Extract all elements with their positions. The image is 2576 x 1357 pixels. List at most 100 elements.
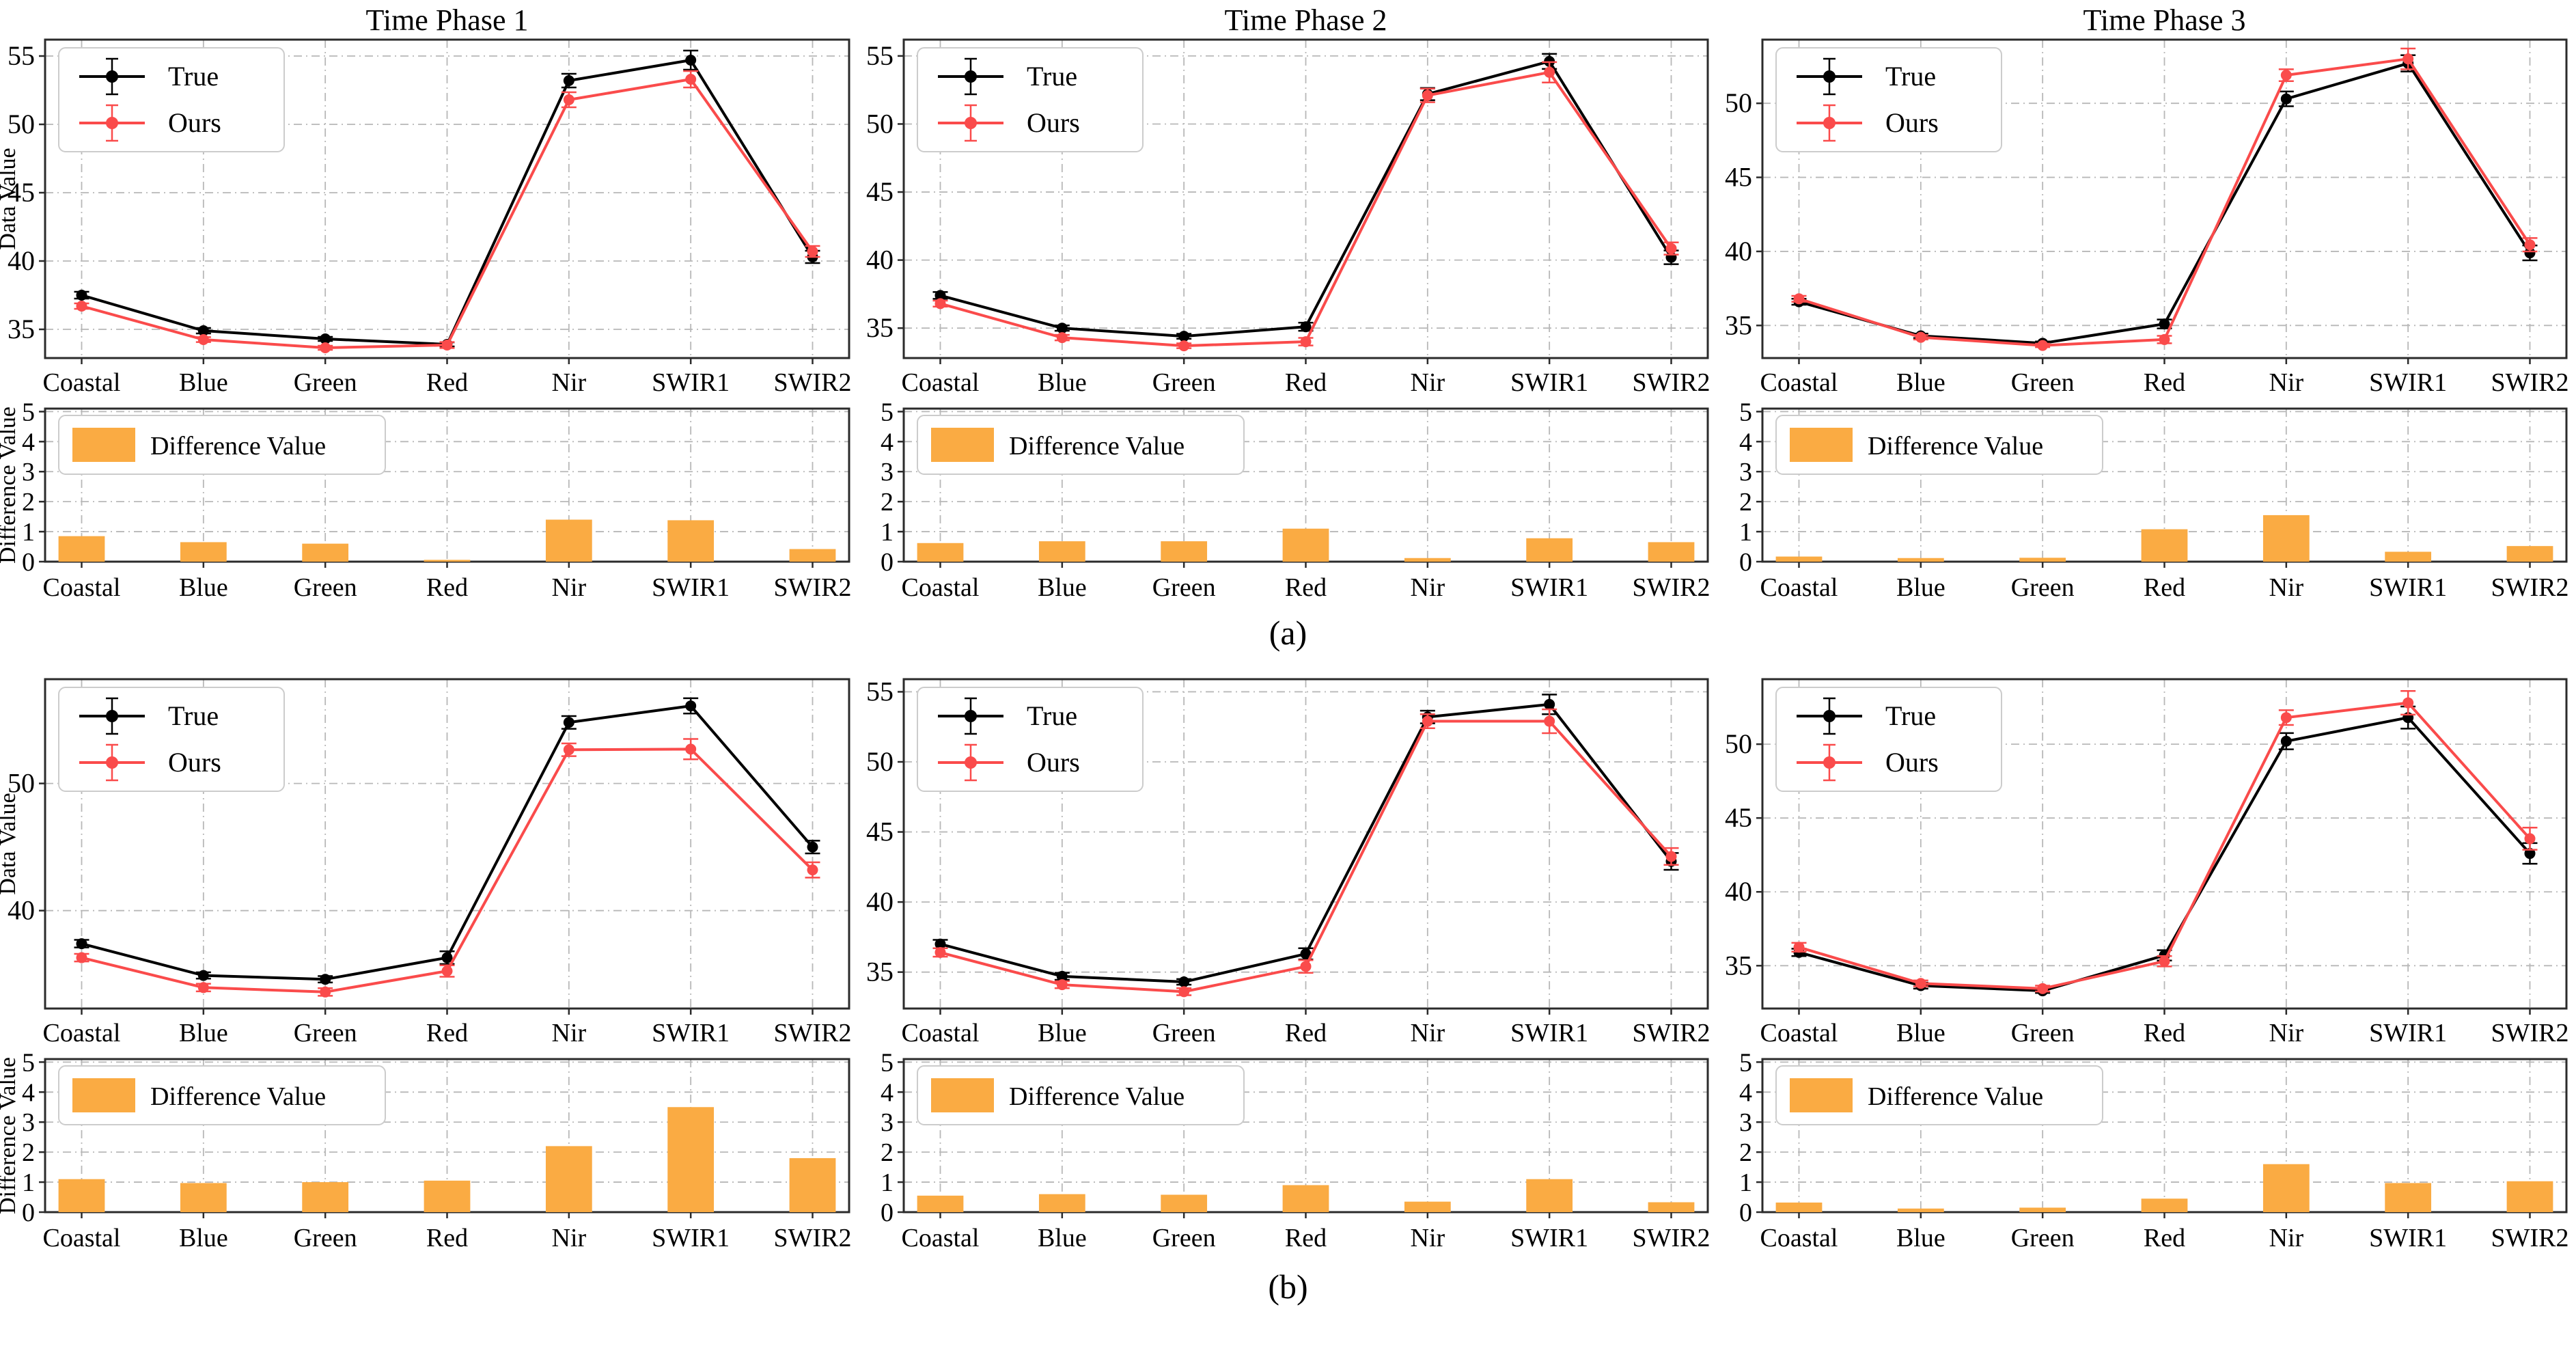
svg-text:1: 1	[1739, 518, 1752, 547]
svg-text:5: 5	[881, 1051, 894, 1077]
svg-text:4: 4	[22, 1078, 35, 1107]
svg-text:50: 50	[8, 109, 35, 139]
svg-text:SWIR1: SWIR1	[1510, 573, 1588, 602]
svg-text:Difference Value: Difference Value	[1868, 1082, 2043, 1111]
svg-text:2: 2	[22, 1138, 35, 1167]
svg-text:40: 40	[8, 245, 35, 276]
svg-text:Coastal: Coastal	[1760, 573, 1838, 602]
svg-text:Coastal: Coastal	[902, 573, 980, 602]
svg-text:5: 5	[22, 1051, 35, 1077]
svg-text:Blue: Blue	[1038, 1224, 1087, 1252]
svg-text:Red: Red	[2144, 573, 2185, 602]
group-b-charts: 40 50 Coastal Blue Green Red Nir SWIR1 SWIR2 Data…	[0, 668, 2576, 1256]
svg-text:Blue: Blue	[179, 1224, 228, 1252]
svg-text:Green: Green	[2011, 1019, 2075, 1047]
svg-text:Red: Red	[1285, 573, 1327, 602]
svg-text:Difference Value: Difference Value	[0, 407, 20, 564]
svg-text:SWIR2: SWIR2	[1633, 1019, 1711, 1047]
svg-text:Nir: Nir	[2269, 368, 2304, 397]
svg-text:4: 4	[1739, 428, 1752, 456]
svg-text:4: 4	[1739, 1078, 1752, 1107]
svg-text:0: 0	[22, 548, 35, 577]
svg-text:Ours: Ours	[168, 107, 221, 138]
svg-text:Data Value: Data Value	[0, 793, 20, 894]
svg-text:Blue: Blue	[1896, 1224, 1945, 1252]
svg-text:Blue: Blue	[1896, 368, 1945, 397]
svg-text:3: 3	[1739, 458, 1752, 486]
svg-text:Red: Red	[426, 1224, 468, 1252]
svg-text:4: 4	[881, 1078, 894, 1107]
svg-text:SWIR2: SWIR2	[774, 1224, 852, 1252]
panel-b-phase1: 40 50 Coastal Blue Green Red Nir SWIR1 SWIR2 Data…	[0, 668, 859, 1256]
svg-text:SWIR2: SWIR2	[2491, 1224, 2569, 1252]
svg-text:45: 45	[8, 177, 35, 208]
svg-text:55: 55	[8, 40, 35, 71]
svg-text:Ours: Ours	[1027, 107, 1080, 138]
svg-text:2: 2	[22, 488, 35, 517]
svg-text:Difference Value: Difference Value	[150, 432, 326, 461]
svg-text:0: 0	[1739, 1198, 1752, 1227]
svg-text:35: 35	[866, 312, 894, 343]
svg-text:2: 2	[881, 488, 894, 517]
svg-text:Coastal: Coastal	[43, 368, 121, 397]
svg-text:Nir: Nir	[1411, 1224, 1445, 1252]
svg-text:Ours: Ours	[168, 747, 221, 778]
svg-text:True: True	[1027, 61, 1077, 92]
svg-text:40: 40	[866, 886, 894, 917]
svg-text:Ours: Ours	[1027, 747, 1080, 778]
svg-text:Red: Red	[2144, 1224, 2185, 1252]
svg-text:1: 1	[881, 518, 894, 547]
svg-text:SWIR2: SWIR2	[2491, 1019, 2569, 1047]
svg-text:50: 50	[1725, 728, 1752, 759]
svg-text:1: 1	[22, 518, 35, 547]
svg-text:Red: Red	[1285, 368, 1327, 397]
svg-text:5: 5	[1739, 400, 1752, 426]
svg-text:Time Phase 3: Time Phase 3	[2083, 4, 2246, 37]
svg-text:Difference Value: Difference Value	[150, 1082, 326, 1111]
svg-text:Red: Red	[1285, 1224, 1327, 1252]
svg-text:40: 40	[1725, 876, 1752, 907]
svg-text:35: 35	[8, 314, 35, 344]
svg-text:50: 50	[8, 768, 35, 799]
svg-text:45: 45	[1725, 802, 1752, 833]
svg-text:Green: Green	[2011, 1224, 2075, 1252]
svg-text:Difference Value: Difference Value	[1009, 432, 1185, 461]
svg-text:Nir: Nir	[552, 1019, 587, 1047]
svg-text:SWIR2: SWIR2	[1633, 368, 1711, 397]
svg-text:Nir: Nir	[1411, 573, 1445, 602]
panel-a-phase1: 35 40 45 50 55 Coastal Blue Green Red Nir SWIR1 SWI…	[0, 4, 859, 605]
svg-text:4: 4	[881, 428, 894, 456]
svg-text:SWIR1: SWIR1	[1510, 368, 1588, 397]
svg-text:Green: Green	[1152, 1224, 1216, 1252]
svg-text:SWIR1: SWIR1	[2369, 573, 2447, 602]
svg-text:3: 3	[881, 1108, 894, 1137]
svg-text:SWIR2: SWIR2	[774, 573, 852, 602]
svg-text:SWIR1: SWIR1	[652, 368, 730, 397]
svg-text:SWIR2: SWIR2	[1633, 1224, 1711, 1252]
svg-text:Green: Green	[294, 1019, 357, 1047]
svg-text:SWIR1: SWIR1	[2369, 1224, 2447, 1252]
caption-b: (b)	[1268, 1267, 1308, 1306]
svg-text:Red: Red	[2144, 368, 2185, 397]
svg-text:35: 35	[866, 957, 894, 987]
svg-text:Difference Value: Difference Value	[0, 1057, 20, 1214]
svg-text:True: True	[1885, 700, 1936, 731]
line-chart-b-phase1: 40 50 Coastal Blue Green Red Nir SWIR1 SWIR2 Data…	[0, 678, 852, 1047]
svg-text:Time Phase 2: Time Phase 2	[1225, 4, 1387, 37]
group-a-charts: 35 40 45 50 55 Coastal Blue Green Red Nir SWIR1 SWI…	[0, 4, 2576, 605]
svg-text:Ours: Ours	[1885, 107, 1939, 138]
svg-text:45: 45	[866, 176, 894, 207]
svg-text:50: 50	[1725, 87, 1752, 118]
panel-b-phase3: 35 40 45 50 Coastal Blue Green Red Nir SWIR1 SWIR2…	[1717, 668, 2576, 1256]
svg-text:Coastal: Coastal	[1760, 368, 1838, 397]
svg-text:SWIR2: SWIR2	[774, 1019, 852, 1047]
svg-text:Nir: Nir	[552, 573, 587, 602]
svg-text:Coastal: Coastal	[43, 573, 121, 602]
group-b: 40 50 Coastal Blue Green Red Nir SWIR1 SWIR2 Data…	[0, 668, 2576, 1338]
svg-text:Nir: Nir	[2269, 1224, 2304, 1252]
svg-text:Green: Green	[1152, 573, 1216, 602]
svg-text:45: 45	[1725, 162, 1752, 193]
line-chart-a-phase3: 35 40 45 50 Coastal Blue Green Red Nir SWIR1 SWIR2…	[1725, 4, 2569, 397]
svg-text:Nir: Nir	[1411, 368, 1445, 397]
